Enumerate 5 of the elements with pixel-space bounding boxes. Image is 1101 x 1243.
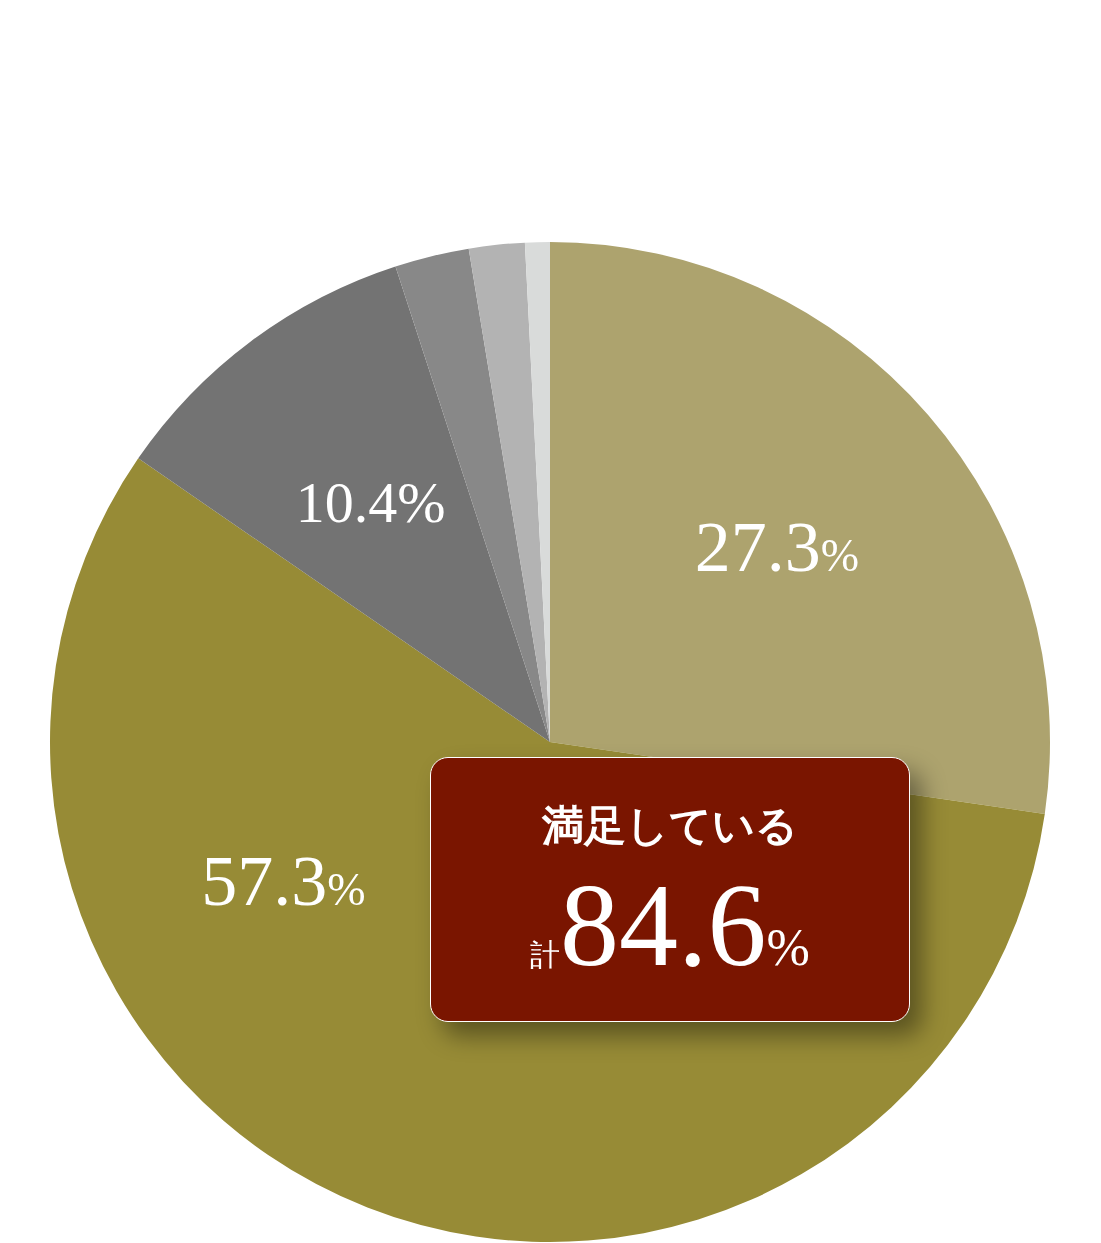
data-label: 10.4% bbox=[295, 469, 446, 535]
text: 計84.6% bbox=[530, 860, 810, 991]
data-label: 27.3% bbox=[694, 506, 860, 587]
text: 満足している bbox=[541, 800, 799, 852]
data-label: 57.3% bbox=[201, 840, 366, 921]
